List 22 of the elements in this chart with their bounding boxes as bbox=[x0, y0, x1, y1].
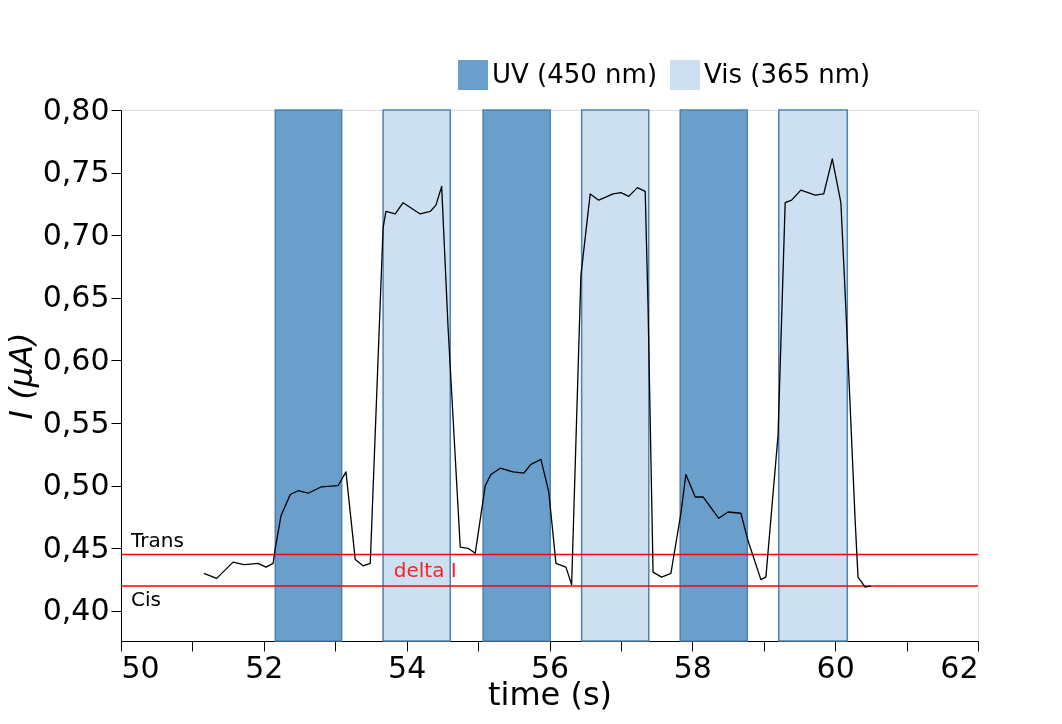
y-tick-label: 0,50 bbox=[42, 467, 110, 503]
ref-line-label: Trans bbox=[130, 527, 184, 552]
x-tick-label: 60 bbox=[816, 649, 855, 685]
y-tick-label: 0,45 bbox=[42, 529, 110, 565]
y-tick-label: 0,80 bbox=[42, 91, 110, 127]
y-tick-label: 0,40 bbox=[42, 592, 110, 628]
x-tick-label: 62 bbox=[940, 649, 979, 685]
y-axis-title: I (μA) bbox=[1, 332, 40, 420]
y-tick-label: 0,55 bbox=[42, 404, 110, 440]
line-series bbox=[203, 158, 872, 588]
legend-label: Vis (365 nm) bbox=[704, 59, 871, 89]
x-tick-label: 54 bbox=[388, 649, 427, 685]
x-tick-label: 58 bbox=[673, 649, 712, 685]
y-tick-label: 0,70 bbox=[42, 216, 110, 252]
legend-label: UV (450 nm) bbox=[492, 59, 658, 89]
y-tick-label: 0,65 bbox=[42, 279, 110, 315]
annotation: delta I bbox=[393, 557, 457, 582]
y-tick-label: 0,60 bbox=[42, 341, 110, 377]
x-tick-label: 52 bbox=[245, 649, 284, 685]
y-tick-label: 0,75 bbox=[42, 154, 110, 190]
ref-line-label: Cis bbox=[131, 586, 161, 611]
x-tick-label: 50 bbox=[121, 649, 160, 685]
